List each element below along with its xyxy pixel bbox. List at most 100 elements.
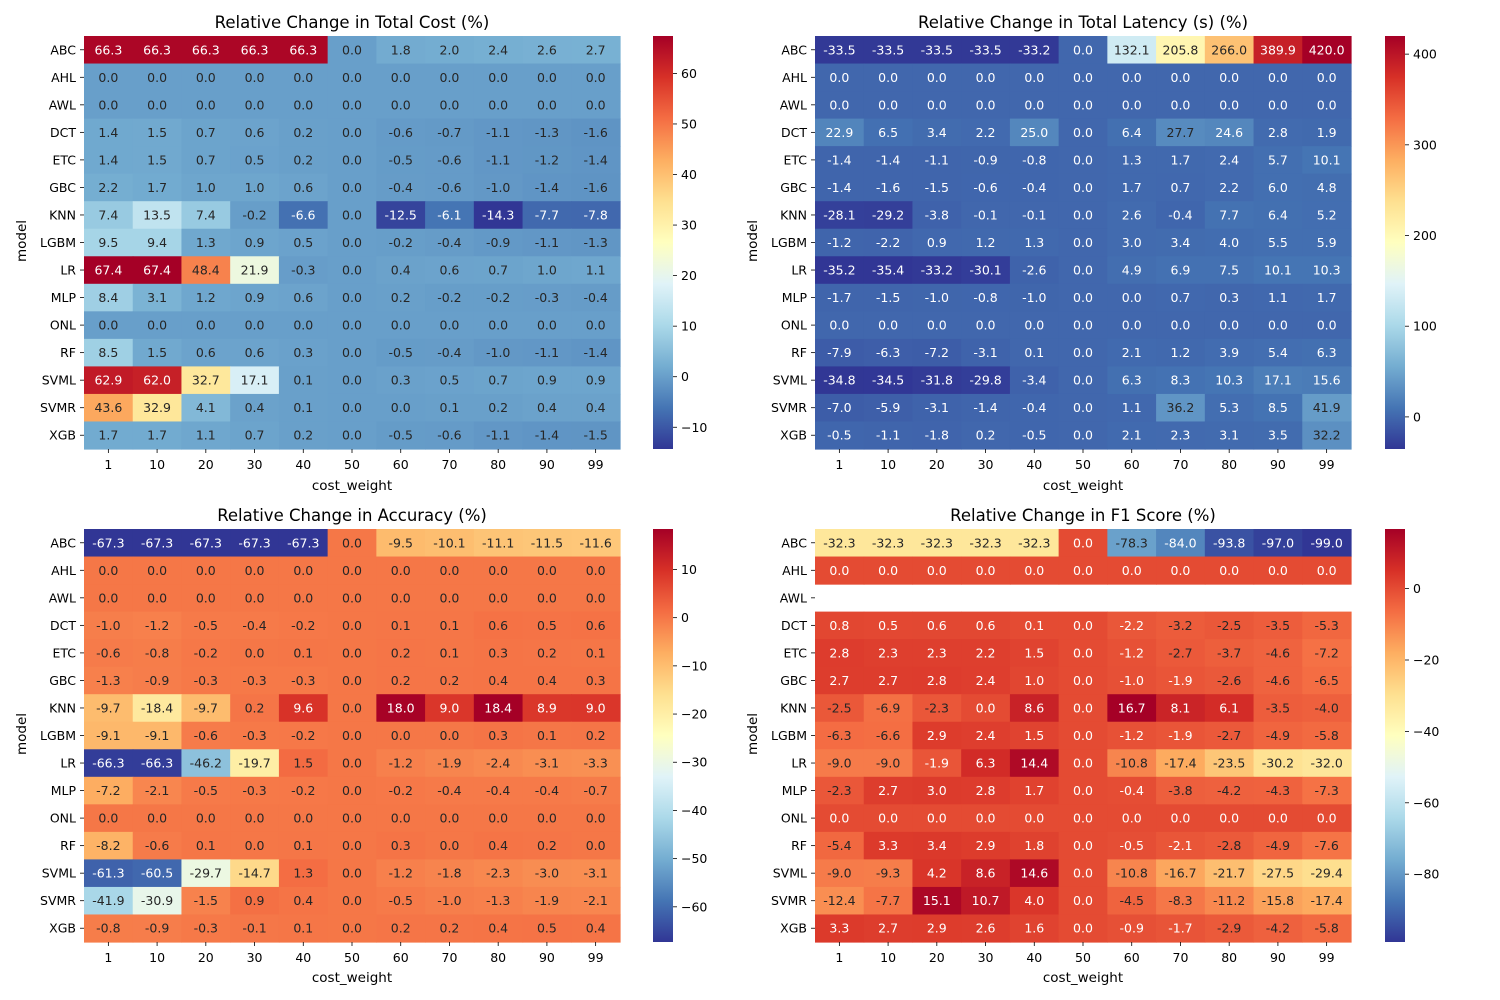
- heatmap-cell: [1302, 63, 1352, 92]
- heatmap-cell: [230, 421, 280, 450]
- cell-value-label: 0.0: [586, 97, 606, 112]
- heatmap-cell: [84, 666, 134, 695]
- heatmap-cell: [1058, 421, 1108, 450]
- heatmap-cell: [863, 366, 914, 395]
- heatmap-cell: [278, 584, 329, 613]
- heatmap-cell: [1058, 146, 1108, 175]
- heatmap-cell: [1107, 666, 1157, 695]
- heatmap-cell: [1107, 173, 1157, 202]
- cell-value-label: -0.2: [389, 783, 413, 798]
- heatmap-cell: [912, 63, 962, 92]
- heatmap-cell: [376, 366, 426, 395]
- heatmap-cell: [1156, 721, 1206, 750]
- heatmap-cell: [132, 393, 183, 423]
- heatmap-cell: [230, 556, 280, 585]
- cell-value-label: -46.2: [190, 756, 222, 771]
- x-tick-label: 40: [1026, 950, 1042, 965]
- cell-value-label: -1.3: [96, 673, 120, 688]
- cell-value-label: -0.3: [242, 783, 266, 798]
- heatmap-cell: [84, 859, 134, 888]
- heatmap-cell: [1253, 529, 1303, 558]
- cell-value-label: 0.0: [537, 70, 557, 85]
- cell-value-label: 0.0: [1073, 400, 1093, 415]
- heatmap-cell: [815, 118, 865, 147]
- heatmap-cell: [132, 611, 183, 640]
- heatmap-cell: [1302, 393, 1352, 423]
- cell-value-label: 0.0: [245, 318, 265, 333]
- cell-value-label: 3.1: [1219, 428, 1239, 443]
- heatmap-cell: [863, 529, 914, 558]
- heatmap-cell: [1058, 91, 1108, 120]
- heatmap-cell: [84, 556, 134, 585]
- heatmap-cell: [815, 556, 865, 585]
- heatmap-cell: [181, 256, 231, 285]
- heatmap-cell: [181, 146, 231, 175]
- cell-value-label: 0.0: [537, 97, 557, 112]
- cell-value-label: -1.0: [1022, 290, 1046, 305]
- heatmap-cell: [1107, 611, 1157, 640]
- heatmap-cell: [132, 228, 183, 257]
- cell-value-label: 0.0: [1073, 42, 1093, 57]
- heatmap-cell: [1058, 666, 1108, 695]
- heatmap-cell: [1107, 639, 1157, 668]
- heatmap-cell: [473, 914, 524, 943]
- cell-value-label: 2.2: [98, 180, 118, 195]
- heatmap-cell: [473, 639, 524, 668]
- y-tick-label: KNN: [49, 700, 76, 715]
- cell-value-label: -4.9: [1266, 728, 1290, 743]
- cell-value-label: -0.6: [194, 728, 218, 743]
- cell-value-label: 0.0: [342, 125, 362, 140]
- heatmap-cell: [132, 694, 183, 723]
- cell-value-label: 17.1: [1264, 373, 1292, 388]
- y-tick-label: GBC: [780, 180, 807, 195]
- heatmap-cell: [912, 886, 962, 916]
- cell-value-label: -6.3: [876, 345, 900, 360]
- heatmap-cell: [473, 776, 524, 805]
- cell-value-label: -2.1: [583, 893, 607, 908]
- cell-value-label: 0.4: [586, 921, 606, 936]
- cell-value-label: 0.0: [342, 373, 362, 388]
- cell-value-label: 0.0: [1317, 97, 1337, 112]
- cell-value-label: 0.0: [1317, 563, 1337, 578]
- heatmap-cell: [473, 584, 524, 613]
- heatmap-cell: [1204, 859, 1255, 888]
- cell-value-label: 0.0: [586, 838, 606, 853]
- x-tick-label: 99: [1319, 457, 1335, 472]
- heatmap-cell: [522, 859, 572, 888]
- cell-value-label: 0.7: [245, 428, 265, 443]
- cell-value-label: 0.0: [1024, 97, 1044, 112]
- x-tick-label: 99: [1319, 950, 1335, 965]
- cell-value-label: 0.9: [245, 290, 265, 305]
- cell-value-label: -2.7: [1168, 645, 1192, 660]
- heatmap-cell: [815, 366, 865, 395]
- y-tick-label: AWL: [780, 97, 807, 112]
- cell-value-label: 48.4: [192, 263, 220, 278]
- heatmap-cell: [1107, 201, 1157, 230]
- colorbar-tick-label: 0: [1413, 581, 1421, 596]
- heatmap-cell: [815, 804, 865, 833]
- cell-value-label: -0.6: [437, 428, 461, 443]
- heatmap-cell: [230, 146, 280, 175]
- y-tick-label: SVMR: [771, 893, 807, 908]
- heatmap-cell: [961, 666, 1011, 695]
- cell-value-label: -0.4: [1168, 207, 1192, 222]
- cell-value-label: 0.0: [1073, 811, 1093, 826]
- y-tick-label: XGB: [49, 921, 76, 936]
- y-tick-label: SVMR: [40, 400, 76, 415]
- cell-value-label: -1.6: [876, 180, 900, 195]
- colorbar: [653, 36, 673, 449]
- cell-value-label: 0.0: [147, 70, 167, 85]
- cell-value-label: 10.3: [1313, 263, 1341, 278]
- cell-value-label: 0.0: [537, 563, 557, 578]
- cell-value-label: 0.0: [1171, 811, 1191, 826]
- heatmap-cell: [1009, 283, 1060, 312]
- cell-value-label: 0.0: [1073, 866, 1093, 881]
- y-tick-label: RF: [60, 838, 76, 853]
- cell-value-label: 1.5: [1024, 645, 1044, 660]
- heatmap-cell: [961, 914, 1011, 943]
- colorbar-tick-label: −80: [1413, 867, 1439, 882]
- heatmap-cell: [84, 63, 134, 92]
- cell-value-label: 4.8: [1317, 180, 1337, 195]
- cell-value-label: -33.5: [823, 42, 855, 57]
- heatmap-cell: [181, 118, 231, 147]
